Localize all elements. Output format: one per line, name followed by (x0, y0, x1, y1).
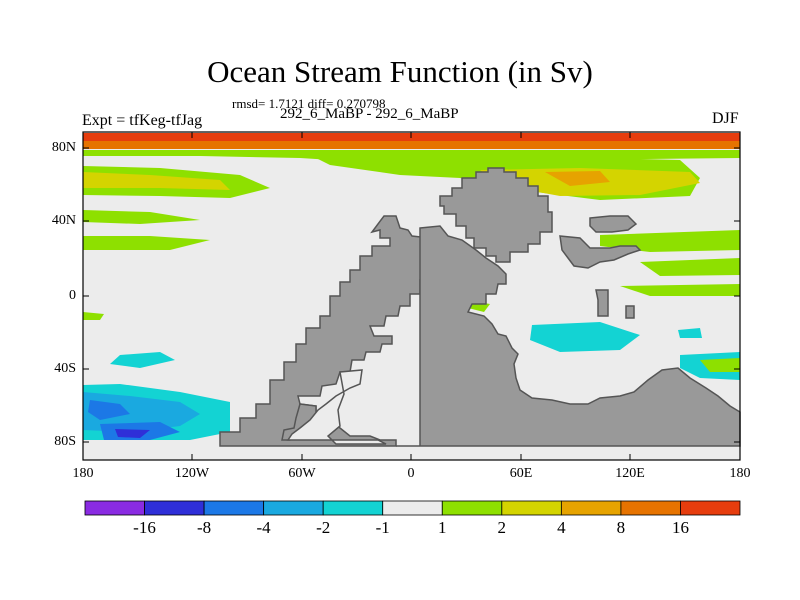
experiment-label: Expt = tfKeg-tfJag (82, 112, 203, 129)
ocean-hole-south-atlantic (286, 369, 387, 445)
band-green-mid-west-1 (83, 210, 200, 224)
band-blue-south (88, 400, 130, 420)
y-tick-label: 80N (51, 140, 76, 155)
colorbar-label: -2 (316, 518, 331, 537)
colorbar-swatch (84, 500, 145, 516)
land-africa-main (396, 225, 741, 447)
land-europe-africa (439, 167, 553, 263)
band-green-east-3 (620, 284, 740, 296)
band-yellow-west (83, 172, 230, 190)
colorbar-label: 16 (672, 518, 689, 537)
x-tick-label: 0 (407, 466, 415, 481)
colorbar-swatch (501, 500, 562, 516)
colorbar-label: 8 (616, 518, 626, 537)
x-tick-label: 120W (174, 466, 210, 481)
ocean-holes (286, 369, 387, 445)
band-green-west-eq (83, 312, 104, 320)
colorbar-swatch (322, 500, 384, 516)
x-tick-label: 60E (509, 466, 533, 481)
land-asia-west (589, 215, 638, 233)
y-tick-label: 80S (54, 434, 76, 449)
band-orange-north (545, 171, 610, 186)
band-green-east-2 (640, 258, 740, 276)
season-label: DJF (712, 110, 739, 127)
y-tick-label: 40N (51, 213, 76, 228)
x-tick-label: 60W (288, 466, 316, 481)
y-tick-label: 40S (54, 361, 76, 376)
colorbar-label: 1 (438, 518, 447, 537)
colorbar-swatch (560, 500, 622, 516)
x-tick-label: 180 (72, 466, 94, 481)
colorbar-swatch (203, 500, 265, 516)
colorbar (84, 500, 741, 516)
axis-ticks (83, 132, 740, 460)
land-asia-mid (559, 235, 642, 269)
colorbar-label: -16 (133, 518, 156, 537)
colorbar-label: -4 (256, 518, 271, 537)
colorbar-swatch (441, 500, 503, 516)
band-blue-light-south (83, 392, 200, 432)
y-tick-label: 0 (69, 288, 76, 303)
x-tick-label: 180 (729, 466, 751, 481)
band-cyan-south-west (110, 352, 175, 368)
subtitle: 292_6_MaBP - 292_6_MaBP (280, 106, 459, 122)
land-masses (219, 167, 741, 447)
colorbar-swatch (144, 500, 205, 516)
stats-text: rmsd= 1.7121 diff= 0.270798 (232, 96, 386, 111)
land-island-east (625, 305, 635, 319)
colorbar-label: 2 (497, 518, 507, 537)
polar-band-orange (83, 141, 740, 149)
colorbar-swatch (680, 500, 741, 516)
band-darkblue-south (115, 429, 150, 438)
chart-title: Ocean Stream Function (in Sv) (207, 54, 593, 89)
colorbar-label: -1 (375, 518, 390, 537)
land-island-eq (595, 289, 609, 317)
colorbar-label: 4 (557, 518, 566, 537)
x-tick-label: 120E (615, 466, 645, 481)
band-green-mid-west-2 (83, 236, 210, 250)
colorbar-label: -8 (197, 518, 212, 537)
band-cyan-far-east (678, 328, 702, 338)
colorbar-swatch (382, 500, 443, 516)
colorbar-swatch (263, 500, 324, 516)
band-green-southeast (700, 358, 740, 372)
colorbar-swatch (620, 500, 681, 516)
band-cyan-east (530, 322, 640, 352)
